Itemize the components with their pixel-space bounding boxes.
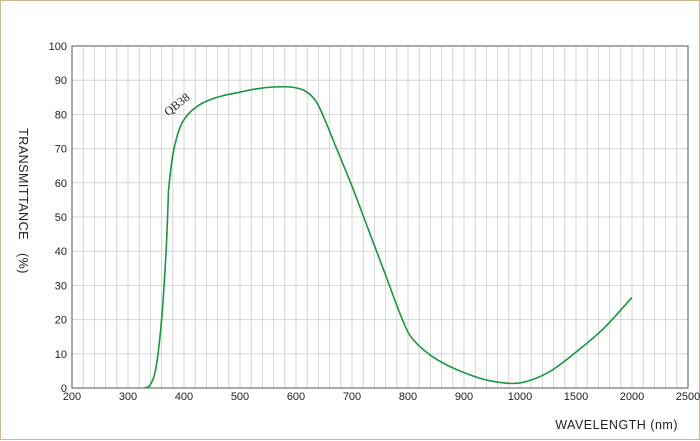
x-tick-label: 300 [119,391,137,403]
series-lines [144,85,633,389]
y-tick-label: 100 [49,41,67,53]
x-tick-label: 700 [343,391,361,403]
series-line-qb38 [144,85,633,389]
x-tick-labels: 200 300 400 500 600 700 800 900 1000 1500 2000 2500 [63,391,700,403]
grid [71,45,689,389]
y-tick-label: 20 [55,315,67,327]
x-tick-label: 600 [287,391,305,403]
x-tick-label: 2500 [676,391,700,403]
x-tick-label: 1500 [564,391,588,403]
y-tick-label: 80 [55,109,67,121]
x-tick-label: 900 [455,391,473,403]
x-tick-label: 1000 [508,391,532,403]
y-tick-label: 70 [55,144,67,156]
y-axis-title: TRANSMITTANCE (%) [16,128,30,274]
plot-area-border [71,45,689,389]
x-tick-label: 800 [399,391,417,403]
x-axis-title: WAVELENGTH (nm) [555,418,678,432]
x-tick-label: 200 [63,391,81,403]
x-tick-label: 400 [175,391,193,403]
y-tick-label: 50 [55,212,67,224]
y-tick-label: 30 [55,280,67,292]
y-tick-labels: 0 10 20 30 40 50 60 70 80 90 100 [49,41,67,395]
plot-border [71,45,689,389]
y-tick-label: 60 [55,178,67,190]
x-tick-label: 500 [231,391,249,403]
y-tick-label: 90 [55,75,67,87]
y-tick-label: 0 [61,383,67,395]
y-tick-label: 40 [55,246,67,258]
x-tick-label: 2000 [620,391,644,403]
y-tick-label: 10 [55,349,67,361]
